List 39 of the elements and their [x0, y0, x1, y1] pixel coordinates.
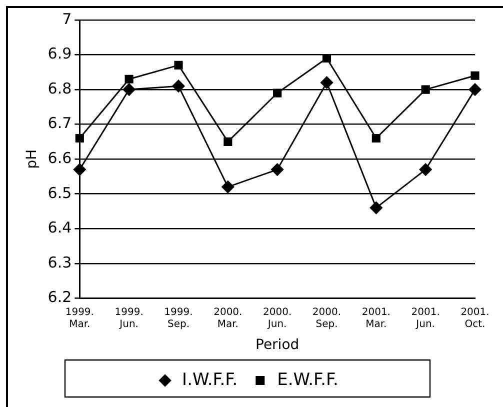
point: [421, 85, 430, 94]
x-tick-label: 1999. Sep.: [164, 306, 193, 330]
x-axis-title: Period: [256, 337, 300, 354]
y-axis-title: pH: [24, 149, 40, 169]
legend-label: E.W.F.F.: [277, 370, 338, 390]
y-tick-label: 6.2: [48, 288, 72, 306]
x-tick-label: 2000. Jun.: [263, 306, 292, 330]
point: [222, 180, 234, 194]
point: [320, 76, 333, 89]
point: [271, 163, 284, 176]
point: [468, 83, 482, 96]
point: [174, 60, 183, 70]
point: [172, 80, 185, 92]
legend-label: I.W.F.F.: [182, 370, 238, 390]
point: [419, 163, 432, 176]
x-tick-label: 2001. Jun.: [411, 306, 440, 330]
x-tick-label: 2001. Oct.: [460, 306, 490, 330]
y-tick-label: 6.6: [48, 148, 72, 167]
point: [124, 74, 134, 84]
y-tick-label: 7: [62, 10, 72, 28]
x-tick-label: 1999. Mar.: [65, 306, 94, 330]
point: [370, 202, 382, 214]
x-tick-label: 2000. Sep.: [312, 306, 342, 330]
y-tick-label: 6.7: [48, 114, 72, 132]
y-tick-label: 6.4: [48, 218, 72, 237]
point: [73, 163, 86, 176]
point: [273, 88, 282, 98]
point: [224, 137, 232, 146]
point: [122, 83, 136, 96]
x-tick-label: 2001. Mar.: [362, 306, 390, 330]
y-tick-label: 6.9: [48, 44, 72, 63]
x-tick-label: 1999. Jun.: [114, 306, 144, 330]
point: [470, 71, 480, 80]
point: [372, 134, 380, 143]
point: [75, 134, 84, 143]
y-tick-label: 6.8: [48, 79, 72, 98]
y-tick-label: 6.5: [48, 184, 72, 202]
y-tick-label: 6.3: [48, 253, 72, 272]
x-tick-label: 2000. Mar.: [214, 306, 242, 330]
